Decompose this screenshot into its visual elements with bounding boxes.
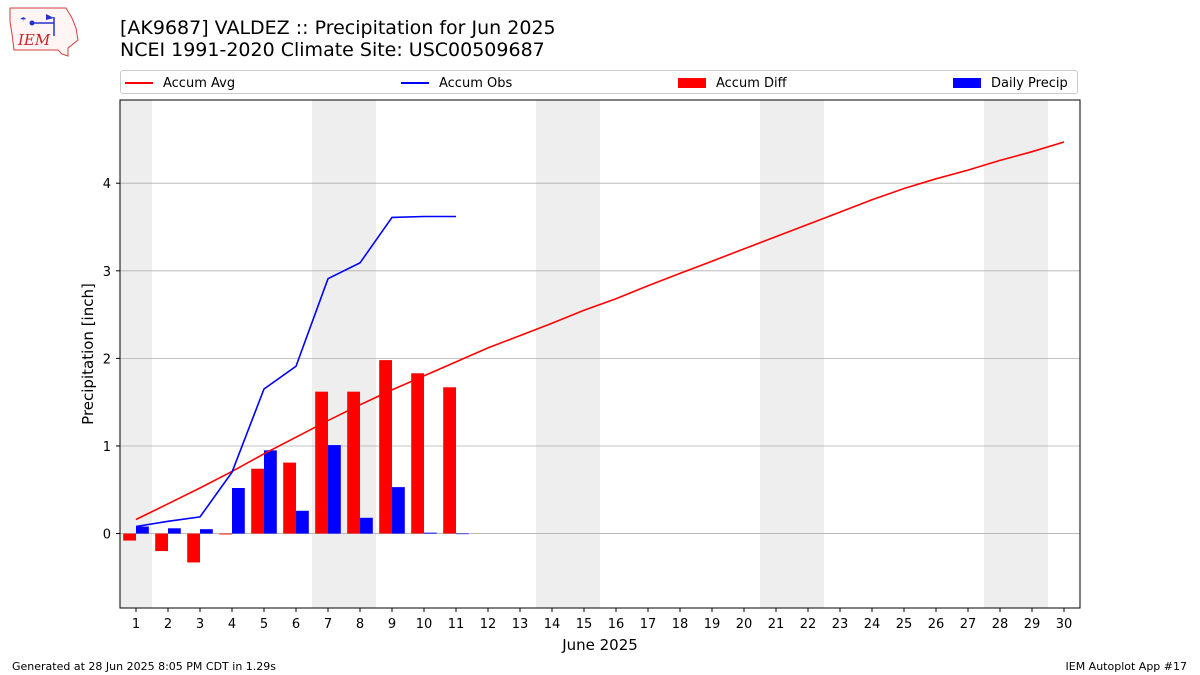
x-tick-label: 2 xyxy=(164,617,172,632)
plot-frame xyxy=(119,99,1081,609)
accum-diff-bar xyxy=(347,391,360,534)
legend-label: Accum Diff xyxy=(716,75,787,91)
chart-legend: Accum Avg Accum Obs Accum Diff Daily Pre… xyxy=(120,70,1078,94)
accum-diff-bar xyxy=(379,360,392,534)
accum-diff-bar xyxy=(251,468,264,534)
daily-precip-bar xyxy=(296,510,309,534)
weekend-shade xyxy=(120,100,152,608)
x-tick-label: 26 xyxy=(928,617,945,632)
legend-swatch xyxy=(953,78,981,88)
x-tick-label: 8 xyxy=(356,617,364,632)
x-tick-label: 24 xyxy=(864,617,881,632)
accum-avg-line xyxy=(135,141,1065,521)
daily-precip-bar xyxy=(360,517,373,534)
daily-precip-bar xyxy=(424,532,437,534)
x-tick-label: 3 xyxy=(196,617,204,632)
weekend-shade xyxy=(536,100,600,608)
logo-text: IEM xyxy=(17,31,51,49)
x-tick-label: 7 xyxy=(324,617,332,632)
legend-item-accum-avg: Accum Avg xyxy=(125,74,235,92)
legend-item-accum-diff: Accum Diff xyxy=(678,74,787,92)
x-tick-label: 28 xyxy=(992,617,1009,632)
x-tick-label: 20 xyxy=(736,617,753,632)
daily-precip-bar xyxy=(328,445,341,534)
legend-label: Accum Obs xyxy=(439,75,513,91)
x-tick-label: 30 xyxy=(1056,617,1073,632)
daily-precip-bar xyxy=(136,526,149,534)
weekend-shade xyxy=(984,100,1048,608)
accum-diff-bar xyxy=(155,533,168,552)
x-tick-label: 23 xyxy=(832,617,849,632)
x-tick-label: 17 xyxy=(640,617,657,632)
app-credit: IEM Autoplot App #17 xyxy=(1065,660,1188,673)
daily-precip-bar xyxy=(264,450,277,534)
x-tick-label: 14 xyxy=(544,617,561,632)
daily-precip-bar xyxy=(200,529,213,534)
legend-item-accum-obs: Accum Obs xyxy=(401,74,512,92)
y-tick-label: 1 xyxy=(103,440,111,455)
y-tick-label: 2 xyxy=(103,352,111,367)
accum-diff-bar xyxy=(187,533,200,563)
accum-diff-bar xyxy=(315,391,328,534)
legend-label: Accum Avg xyxy=(163,75,236,91)
legend-item-daily-precip: Daily Precip xyxy=(953,74,1068,92)
x-tick-label: 16 xyxy=(608,617,625,632)
x-tick-label: 6 xyxy=(292,617,300,632)
x-tick-label: 11 xyxy=(448,617,465,632)
legend-swatch xyxy=(125,82,153,84)
chart-title: [AK9687] VALDEZ :: Precipitation for Jun… xyxy=(120,17,556,39)
chart-subtitle: NCEI 1991-2020 Climate Site: USC00509687 xyxy=(120,39,545,61)
x-tick-label: 18 xyxy=(672,617,689,632)
generated-timestamp: Generated at 28 Jun 2025 8:05 PM CDT in … xyxy=(12,660,277,673)
accum-diff-bar xyxy=(283,462,296,534)
x-tick-label: 5 xyxy=(260,617,268,632)
accum-diff-bar xyxy=(443,387,456,534)
accum-diff-bar xyxy=(411,373,424,534)
daily-precip-bar xyxy=(168,528,181,534)
x-tick-label: 27 xyxy=(960,617,977,632)
x-tick-label: 13 xyxy=(512,617,529,632)
weekend-shade xyxy=(760,100,824,608)
x-tick-label: 25 xyxy=(896,617,913,632)
iem-logo: ☂ IEM xyxy=(9,7,79,57)
y-axis-label: Precipitation [inch] xyxy=(79,283,97,425)
legend-label: Daily Precip xyxy=(991,75,1068,91)
y-tick-label: 4 xyxy=(103,177,111,192)
svg-text:☂: ☂ xyxy=(20,16,26,24)
x-tick-label: 12 xyxy=(480,617,497,632)
accum-diff-bar xyxy=(219,533,232,535)
x-tick-label: 4 xyxy=(228,617,236,632)
x-tick-label: 15 xyxy=(576,617,593,632)
x-axis-label: June 2025 xyxy=(561,636,638,654)
accum-obs-line xyxy=(135,215,456,528)
x-tick-label: 22 xyxy=(800,617,817,632)
x-tick-label: 10 xyxy=(416,617,433,632)
x-tick-label: 21 xyxy=(768,617,785,632)
legend-swatch xyxy=(678,78,706,88)
x-tick-label: 19 xyxy=(704,617,721,632)
y-tick-label: 3 xyxy=(103,265,111,280)
accum-diff-bar xyxy=(123,533,136,541)
x-tick-label: 1 xyxy=(132,617,140,632)
daily-precip-bar xyxy=(232,488,245,534)
y-tick-label: 0 xyxy=(103,528,111,543)
x-tick-label: 29 xyxy=(1024,617,1041,632)
legend-swatch xyxy=(401,82,429,84)
x-tick-label: 9 xyxy=(388,617,396,632)
daily-precip-bar xyxy=(392,487,405,534)
daily-precip-bar xyxy=(456,533,469,535)
